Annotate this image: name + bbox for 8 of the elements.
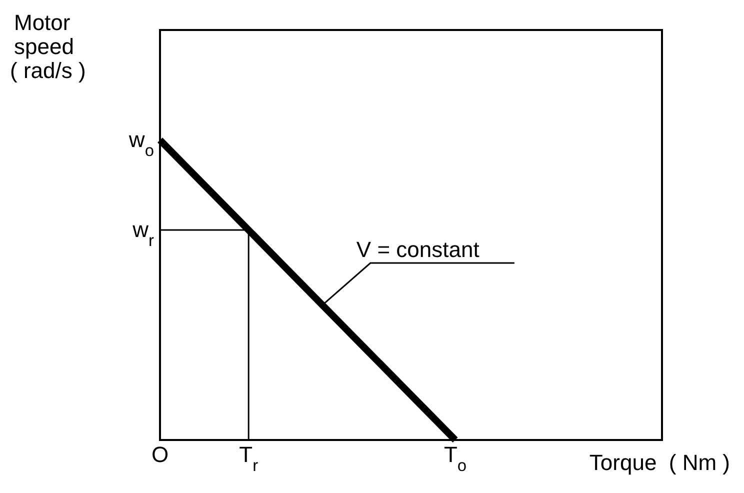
x-axis-title: Torque ( Nm ) — [589, 450, 730, 475]
x-tick-label: T$_{r}$ — [239, 442, 259, 475]
annotation: V = constant — [356, 237, 480, 262]
x-tick-label: T$_{o}$ — [444, 442, 467, 475]
x-tick-label: O — [151, 442, 169, 467]
y-axis-title: Motor speed ( rad/s ) — [10, 10, 86, 83]
annotation: w$_{o}$ — [128, 127, 154, 160]
annotation: w$_{r}$ — [132, 217, 154, 250]
